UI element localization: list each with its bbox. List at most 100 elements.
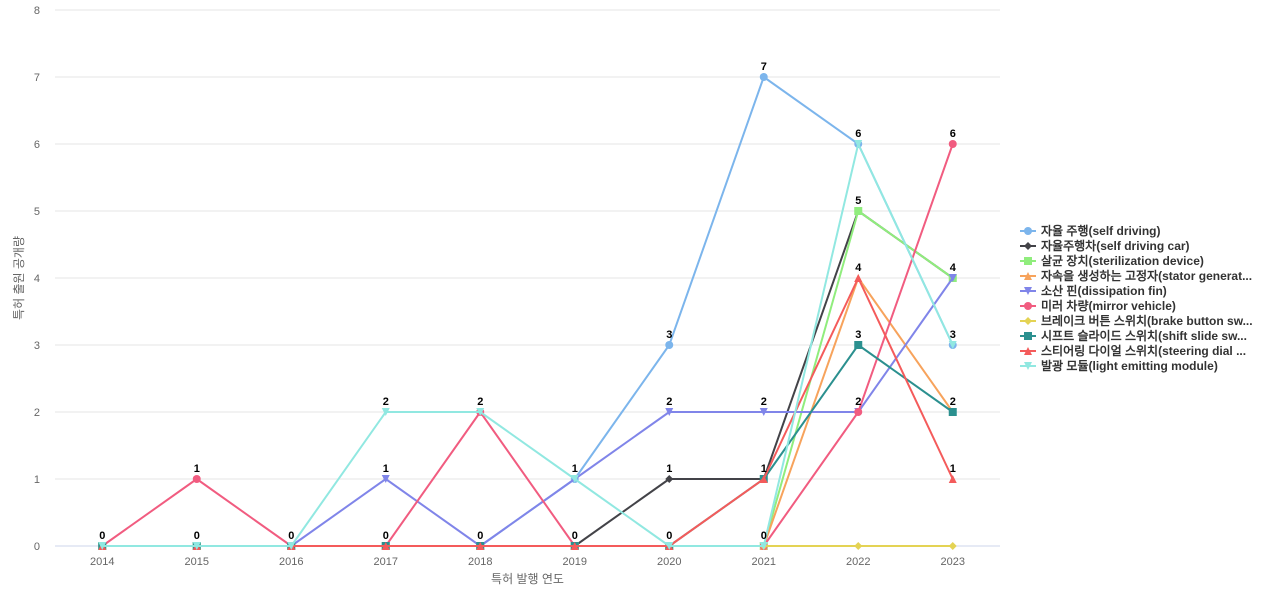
- y-tick-label: 6: [34, 139, 40, 151]
- legend-marker[interactable]: [1024, 227, 1032, 235]
- x-tick-label: 2014: [90, 556, 114, 568]
- data-label: 0: [666, 530, 672, 542]
- legend-marker[interactable]: [1024, 242, 1032, 250]
- legend-marker[interactable]: [1024, 332, 1032, 340]
- data-point[interactable]: [948, 274, 957, 282]
- data-label: 0: [99, 530, 105, 542]
- legend-item[interactable]: 자율 주행(self driving): [1020, 223, 1161, 238]
- x-tick-label: 2015: [185, 556, 209, 568]
- data-point[interactable]: [476, 542, 485, 550]
- data-point[interactable]: [665, 408, 674, 416]
- series-2: [98, 207, 957, 550]
- data-label: 0: [194, 530, 200, 542]
- y-tick-label: 1: [34, 474, 40, 486]
- data-label: 1: [761, 463, 767, 475]
- legend-item[interactable]: 소산 핀(dissipation fin): [1020, 283, 1167, 298]
- y-tick-label: 4: [34, 273, 40, 285]
- axes: 특허 발행 연도 특허 출원 공개량: [12, 236, 564, 586]
- data-point[interactable]: [948, 408, 957, 416]
- legend-item[interactable]: 브레이크 버튼 스위치(brake button sw...: [1020, 313, 1253, 328]
- x-tick-label: 2020: [657, 556, 681, 568]
- series-line[interactable]: [102, 210, 954, 547]
- data-point[interactable]: [854, 207, 863, 215]
- x-tick-label: 2018: [468, 556, 492, 568]
- data-point[interactable]: [854, 408, 863, 416]
- data-point[interactable]: [665, 475, 674, 483]
- data-label: 3: [666, 329, 672, 341]
- y-tick-label: 5: [34, 206, 40, 218]
- data-label: 3: [855, 329, 861, 341]
- data-label: 2: [383, 396, 389, 408]
- legend-label: 소산 핀(dissipation fin): [1041, 283, 1167, 298]
- y-tick-label: 8: [34, 5, 40, 17]
- x-tick-label: 2021: [752, 556, 776, 568]
- data-point[interactable]: [192, 475, 201, 483]
- data-point[interactable]: [381, 542, 390, 550]
- data-labels: 0 1 0 0 2 1 0 2 0 1 0 3 2 1 0 7 2 1 0 6 5 4 3 2 6 4 3 2 1: [99, 61, 957, 542]
- legend-marker[interactable]: [1024, 257, 1032, 265]
- legend-item[interactable]: 발광 모듈(light emitting module): [1020, 358, 1218, 373]
- legend-label: 브레이크 버튼 스위치(brake button sw...: [1041, 313, 1253, 328]
- data-point[interactable]: [381, 408, 390, 416]
- legend-item[interactable]: 미러 차량(mirror vehicle): [1020, 298, 1176, 313]
- data-label: 1: [950, 463, 956, 475]
- legend-item[interactable]: 살균 장치(sterilization device): [1020, 253, 1204, 268]
- data-label: 4: [855, 262, 862, 274]
- data-label: 1: [666, 463, 672, 475]
- data-label: 1: [194, 463, 200, 475]
- data-point[interactable]: [759, 408, 768, 416]
- data-point[interactable]: [192, 542, 201, 550]
- legend-marker[interactable]: [1024, 347, 1032, 355]
- data-point[interactable]: [665, 542, 674, 550]
- series-line[interactable]: [102, 210, 954, 547]
- data-point[interactable]: [476, 408, 485, 416]
- legend-marker[interactable]: [1024, 287, 1032, 295]
- series-3: [98, 207, 957, 550]
- legend-marker[interactable]: [1024, 302, 1032, 310]
- data-label: 6: [855, 128, 861, 140]
- y-tick-label: 2: [34, 407, 40, 419]
- legend-label: 자율주행차(self driving car): [1041, 238, 1190, 253]
- legend-label: 스티어링 다이얼 스위치(steering dial ...: [1041, 343, 1246, 358]
- legend-item[interactable]: 시프트 슬라이드 스위치(shift slide sw...: [1020, 328, 1247, 343]
- data-point[interactable]: [854, 274, 863, 282]
- data-point[interactable]: [570, 542, 579, 550]
- data-point[interactable]: [759, 475, 768, 483]
- data-point[interactable]: [570, 475, 579, 483]
- y-tick-label: 0: [34, 541, 40, 553]
- data-point[interactable]: [665, 341, 674, 349]
- legend-marker[interactable]: [1024, 272, 1032, 280]
- legend-item[interactable]: 자속을 생성하는 고정자(stator generat...: [1020, 268, 1252, 283]
- legend-marker[interactable]: [1024, 362, 1032, 370]
- data-point[interactable]: [381, 475, 390, 483]
- data-point[interactable]: [854, 140, 863, 148]
- series-line[interactable]: [101, 143, 954, 547]
- y-tick-label: 3: [34, 340, 40, 352]
- data-point[interactable]: [948, 341, 957, 349]
- legend-item[interactable]: 스티어링 다이얼 스위치(steering dial ...: [1020, 343, 1246, 358]
- data-label: 2: [477, 396, 483, 408]
- data-point[interactable]: [854, 542, 863, 550]
- data-point[interactable]: [287, 542, 296, 550]
- data-label: 1: [572, 463, 578, 475]
- x-tick-label: 2019: [563, 556, 587, 568]
- legend-marker[interactable]: [1024, 317, 1032, 325]
- data-point[interactable]: [948, 140, 957, 148]
- series-line[interactable]: [102, 143, 954, 547]
- y-axis-title: 특허 출원 공개량: [12, 236, 26, 320]
- data-point[interactable]: [948, 475, 957, 483]
- x-tick-label: 2022: [846, 556, 870, 568]
- x-tick-label: 2023: [941, 556, 965, 568]
- data-point[interactable]: [759, 73, 768, 81]
- data-point[interactable]: [98, 542, 107, 550]
- data-point[interactable]: [854, 341, 863, 349]
- data-point[interactable]: [759, 542, 768, 550]
- series-line[interactable]: [102, 76, 954, 547]
- x-axis-title: 특허 발행 연도: [491, 571, 564, 586]
- data-point[interactable]: [948, 542, 957, 550]
- y-tick-label: 7: [34, 72, 40, 84]
- legend-item[interactable]: 자율주행차(self driving car): [1020, 238, 1190, 253]
- data-label: 0: [477, 530, 483, 542]
- legend-label: 자속을 생성하는 고정자(stator generat...: [1041, 268, 1252, 283]
